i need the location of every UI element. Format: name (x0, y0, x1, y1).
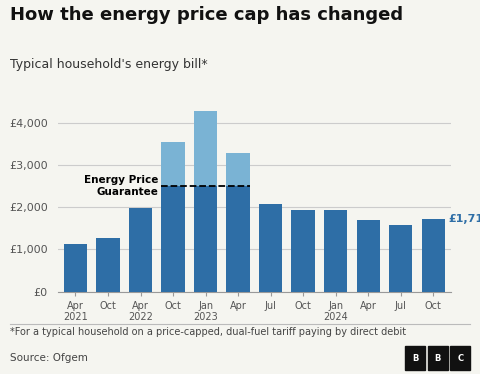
Text: How the energy price cap has changed: How the energy price cap has changed (10, 6, 403, 24)
Bar (291, 211, 315, 292)
Text: B: B (434, 353, 441, 363)
Bar (129, 208, 152, 292)
Bar (194, 111, 217, 186)
Bar (357, 220, 380, 292)
Bar (421, 219, 445, 292)
Bar (64, 243, 87, 292)
Text: Typical household's energy bill*: Typical household's energy bill* (10, 58, 207, 71)
Text: £1,717: £1,717 (448, 214, 480, 224)
Text: B: B (412, 353, 419, 363)
Bar (194, 186, 217, 292)
Text: C: C (457, 353, 463, 363)
Bar (161, 186, 185, 292)
Text: Source: Ofgem: Source: Ofgem (10, 353, 87, 364)
Bar (324, 210, 348, 292)
Bar (259, 204, 282, 292)
Text: Energy Price
Guarantee: Energy Price Guarantee (84, 175, 159, 197)
Bar (161, 142, 185, 186)
Text: *For a typical household on a price-capped, dual-fuel tariff paying by direct de: *For a typical household on a price-capp… (10, 327, 406, 337)
Bar (96, 238, 120, 292)
Bar (227, 153, 250, 186)
Bar (227, 186, 250, 292)
Bar (389, 226, 412, 292)
